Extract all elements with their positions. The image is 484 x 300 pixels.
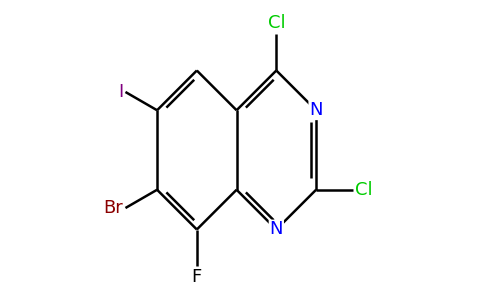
Text: Cl: Cl [355, 181, 373, 199]
Text: F: F [192, 268, 202, 286]
Text: N: N [270, 220, 283, 238]
Text: Br: Br [104, 199, 123, 217]
Text: I: I [118, 83, 123, 101]
Text: Cl: Cl [268, 14, 285, 32]
Text: N: N [309, 101, 323, 119]
